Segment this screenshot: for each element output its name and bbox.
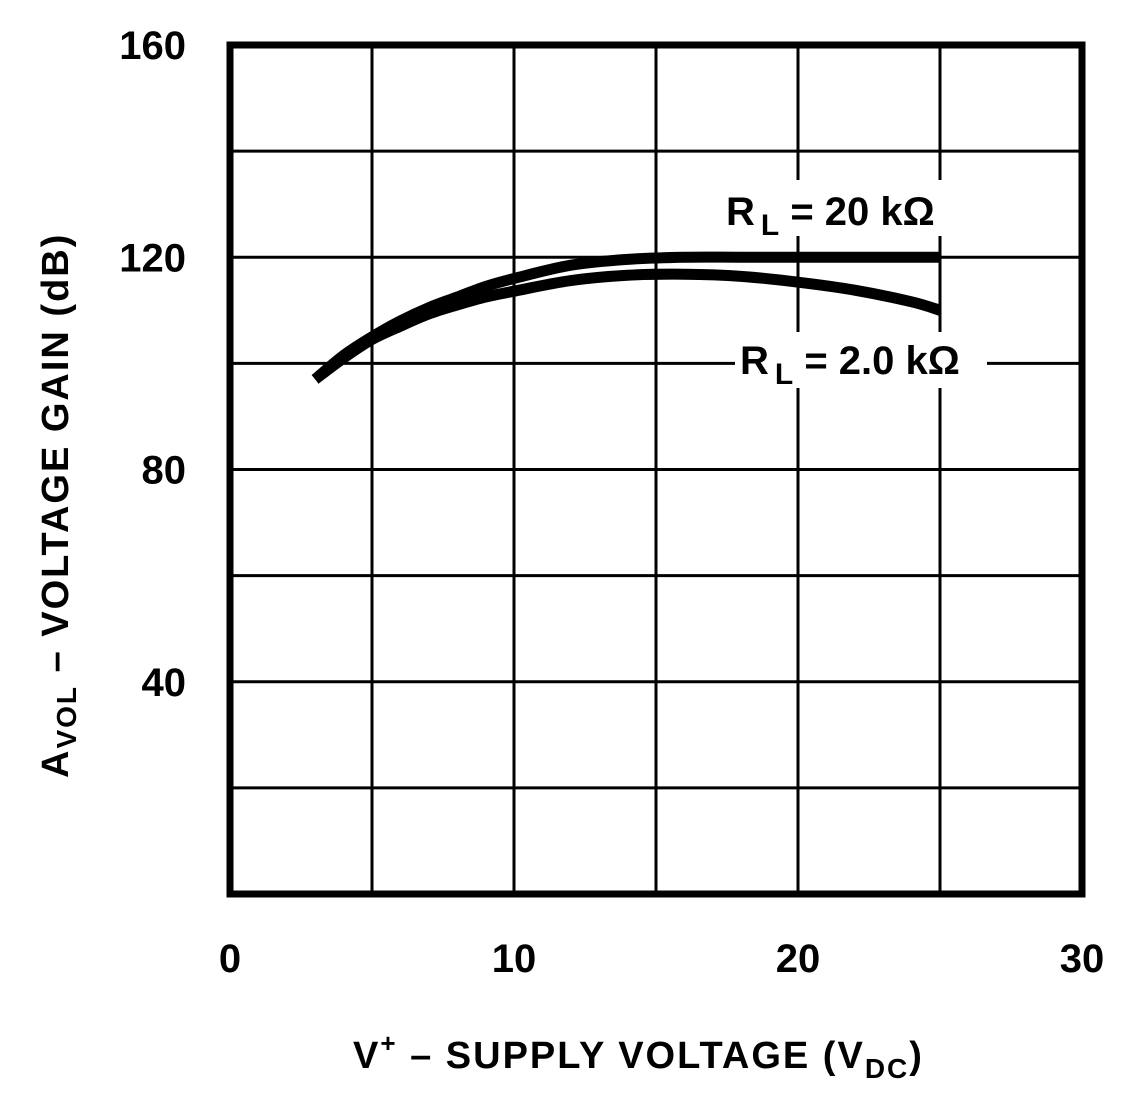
grid-lines xyxy=(230,45,1082,894)
y-tick-label: 80 xyxy=(142,449,187,493)
tick-labels: 0 10 20 30 40 80 120 160 xyxy=(119,24,1104,981)
plot-frame xyxy=(226,41,1086,898)
series-label-bg-20k xyxy=(718,180,964,236)
y-tick-label: 120 xyxy=(119,236,186,280)
x-tick-label: 30 xyxy=(1060,937,1105,981)
y-axis-title: AVOL – VOLTAGE GAIN (dB) xyxy=(35,233,82,778)
series-line-1 xyxy=(311,268,942,384)
y-tick-label: 40 xyxy=(142,661,187,705)
x-tick-label: 20 xyxy=(776,937,821,981)
x-tick-label: 10 xyxy=(492,937,537,981)
series-curves xyxy=(311,251,942,384)
series-label-bg-2k xyxy=(735,332,987,388)
y-tick-label: 160 xyxy=(119,24,186,68)
x-tick-label: 0 xyxy=(219,937,241,981)
x-axis-title: V+ – SUPPLY VOLTAGE (VDC) xyxy=(353,1028,924,1084)
